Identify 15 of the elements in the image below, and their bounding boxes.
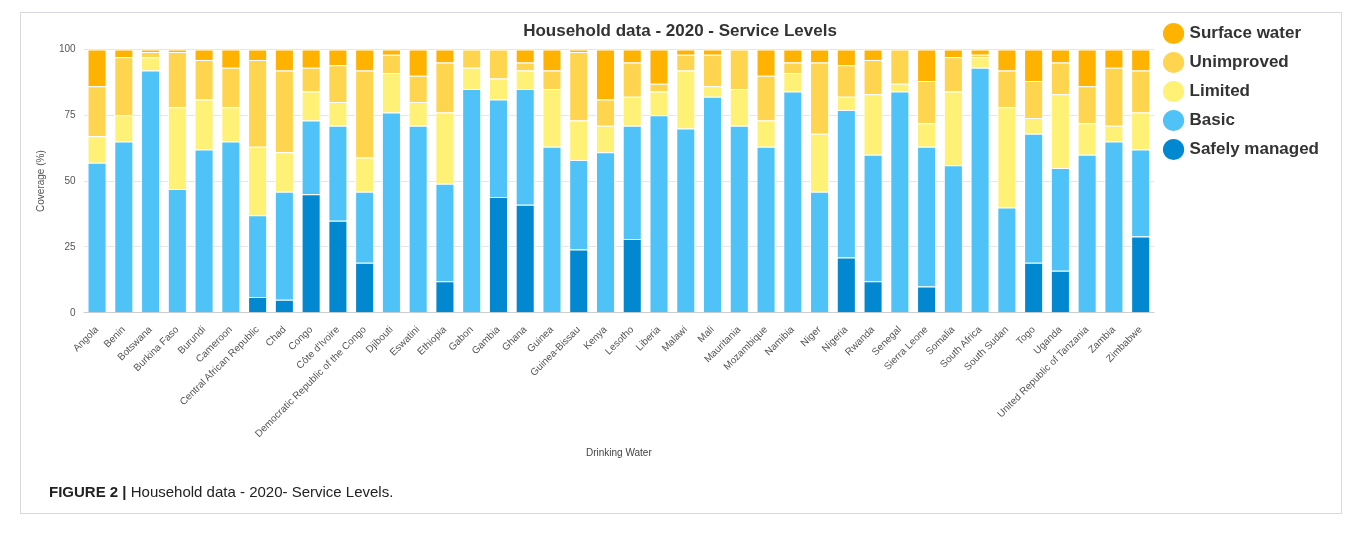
x-tick-label: Togo (1013, 323, 1038, 347)
caption: FIGURE 2 | Household data - 2020- Service Levels. (49, 483, 394, 500)
y-tick-label: 25 (64, 240, 77, 252)
legend-label: Surface water (1189, 23, 1302, 43)
chart-title: Household data - 2020 - Service Levels (523, 20, 837, 40)
y-tick-label: 0 (70, 306, 77, 318)
y-tick-label: 75 (64, 109, 77, 121)
legend-label: Unimproved (1189, 52, 1289, 72)
y-tick-label: 100 (59, 43, 77, 55)
y-tick-label: 50 (64, 174, 77, 186)
legend-label: Limited (1189, 81, 1251, 101)
x-axis-title: Drinking Water (585, 446, 653, 458)
legend-label: Basic (1189, 110, 1235, 130)
y-axis-title: Coverage (%) (34, 150, 46, 212)
legend-label: Safely managed (1189, 139, 1320, 159)
